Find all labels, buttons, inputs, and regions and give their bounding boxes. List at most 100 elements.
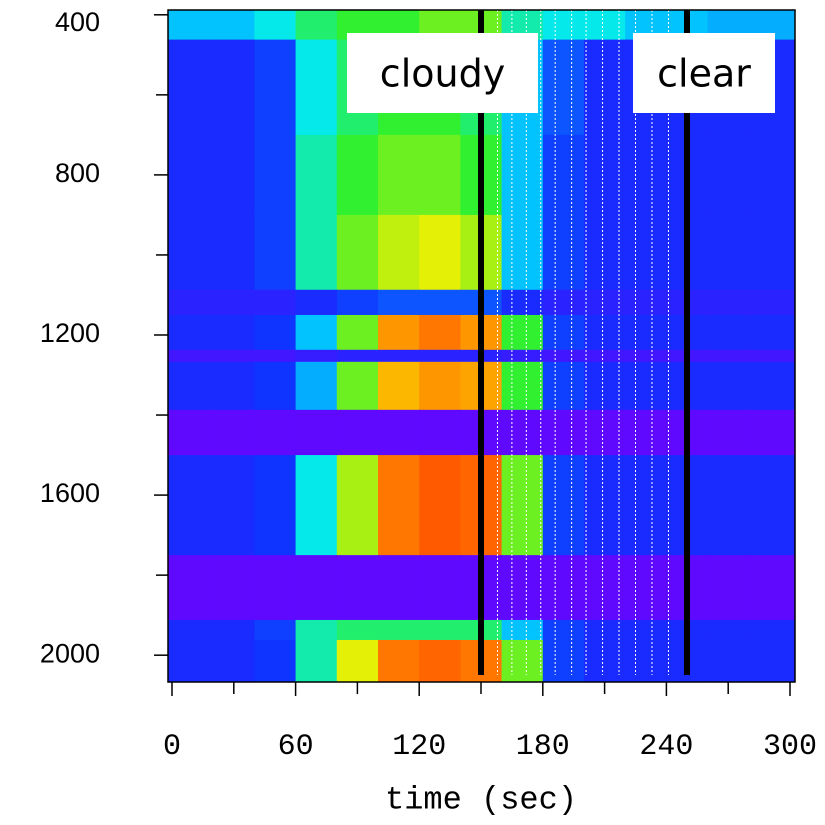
heatmap-cell bbox=[625, 619, 667, 641]
heatmap-cell bbox=[336, 555, 379, 621]
heatmap-cell bbox=[168, 409, 214, 456]
y-tick-label: 1200 bbox=[40, 318, 100, 348]
heatmap-cell bbox=[213, 361, 255, 411]
heatmap-cell bbox=[501, 555, 544, 621]
heatmap-cell bbox=[748, 409, 795, 456]
heatmap-cell bbox=[378, 639, 420, 682]
y-tick-label: 800 bbox=[55, 158, 100, 188]
heatmap-cell bbox=[336, 349, 379, 363]
heatmap-cell bbox=[295, 289, 338, 316]
heatmap-cell bbox=[213, 619, 255, 641]
heatmap-cell bbox=[584, 555, 626, 621]
heatmap-cell bbox=[625, 555, 667, 621]
heatmap-cell bbox=[419, 361, 461, 411]
heatmap-cell bbox=[213, 314, 255, 351]
heatmap-cell bbox=[748, 214, 795, 291]
heatmap-cell bbox=[419, 555, 461, 621]
heatmap-cell bbox=[336, 639, 379, 682]
heatmap-cell bbox=[295, 10, 338, 41]
heatmap-cell bbox=[213, 555, 255, 621]
annotation-box bbox=[347, 33, 538, 113]
x-tick-label: 300 bbox=[763, 730, 817, 764]
heatmap-cell bbox=[254, 39, 297, 136]
heatmap-cell bbox=[254, 214, 297, 291]
heatmap-cell bbox=[584, 361, 626, 411]
heatmap-cell bbox=[748, 289, 795, 316]
heatmap-cell bbox=[707, 639, 750, 682]
heatmap-cell bbox=[625, 314, 667, 351]
heatmap-cell bbox=[625, 289, 667, 316]
heatmap-cell bbox=[419, 639, 461, 682]
heatmap-cell bbox=[707, 134, 750, 216]
x-tick-label: 0 bbox=[163, 730, 181, 764]
heatmap-cell bbox=[213, 10, 255, 41]
heatmap-cell bbox=[625, 361, 667, 411]
heatmap-cell bbox=[168, 455, 214, 556]
x-tick-label: 180 bbox=[516, 730, 570, 764]
heatmap-cell bbox=[295, 361, 338, 411]
heatmap-cell bbox=[419, 214, 461, 291]
heatmap-cell bbox=[584, 134, 626, 216]
heatmap-cell bbox=[625, 214, 667, 291]
heatmap-cell bbox=[168, 10, 214, 41]
x-tick-label: 120 bbox=[392, 730, 446, 764]
heatmap-cell bbox=[707, 409, 750, 456]
heatmap-cell bbox=[419, 409, 461, 456]
heatmap-cell bbox=[707, 619, 750, 641]
heatmap-cell bbox=[707, 214, 750, 291]
heatmap-cell bbox=[501, 314, 544, 351]
heatmap-cell bbox=[254, 361, 297, 411]
heatmap-cell bbox=[295, 639, 338, 682]
heatmap-cell bbox=[584, 619, 626, 641]
heatmap-cell bbox=[295, 314, 338, 351]
heatmap-cell bbox=[419, 455, 461, 556]
heatmap-cell bbox=[168, 349, 214, 363]
heatmap-cell bbox=[625, 134, 667, 216]
heatmap-cell bbox=[542, 455, 585, 556]
heatmap-cell bbox=[378, 289, 420, 316]
heatmap-cell bbox=[584, 639, 626, 682]
heatmap-cell bbox=[378, 361, 420, 411]
y-tick-label: 2000 bbox=[40, 638, 100, 668]
heatmap-cell bbox=[707, 289, 750, 316]
heatmap-cell bbox=[213, 39, 255, 136]
overlay: cloudy clear bbox=[347, 10, 775, 675]
heatmap-cell bbox=[254, 349, 297, 363]
heatmap-cell bbox=[168, 314, 214, 351]
heatmap-cell bbox=[707, 361, 750, 411]
heatmap-cell bbox=[295, 455, 338, 556]
heatmap-cell bbox=[378, 214, 420, 291]
heatmap-cell bbox=[584, 314, 626, 351]
heatmap-cell bbox=[295, 555, 338, 621]
annotation-label: clear bbox=[657, 52, 751, 96]
heatmap-cell bbox=[336, 134, 379, 216]
heatmap-cell bbox=[748, 134, 795, 216]
heatmap-cell bbox=[584, 39, 626, 136]
heatmap-cell bbox=[213, 639, 255, 682]
heatmap-cell bbox=[501, 455, 544, 556]
heatmap-cell bbox=[542, 10, 585, 41]
heatmap-cell bbox=[542, 361, 585, 411]
heatmap-cell bbox=[336, 289, 379, 316]
heatmap-cell bbox=[295, 214, 338, 291]
heatmap-cell bbox=[707, 555, 750, 621]
heatmap-cell bbox=[584, 349, 626, 363]
heatmap-cell bbox=[168, 555, 214, 621]
heatmap-cell bbox=[542, 349, 585, 363]
heatmap-cell bbox=[748, 555, 795, 621]
heatmap-cell bbox=[378, 314, 420, 351]
heatmap-cell bbox=[378, 619, 420, 641]
heatmap-cell bbox=[254, 314, 297, 351]
heatmap-cell bbox=[501, 619, 544, 641]
heatmap-cell bbox=[254, 409, 297, 456]
heatmap-cell bbox=[378, 134, 420, 216]
heatmap-cell bbox=[419, 619, 461, 641]
heatmap-cell bbox=[168, 39, 214, 136]
heatmap-cell bbox=[584, 289, 626, 316]
heatmap-cell bbox=[213, 214, 255, 291]
heatmap-cell bbox=[542, 409, 585, 456]
heatmap-cell bbox=[584, 409, 626, 456]
heatmap-cell bbox=[213, 409, 255, 456]
heatmap-cell bbox=[378, 455, 420, 556]
heatmap-cell bbox=[213, 349, 255, 363]
